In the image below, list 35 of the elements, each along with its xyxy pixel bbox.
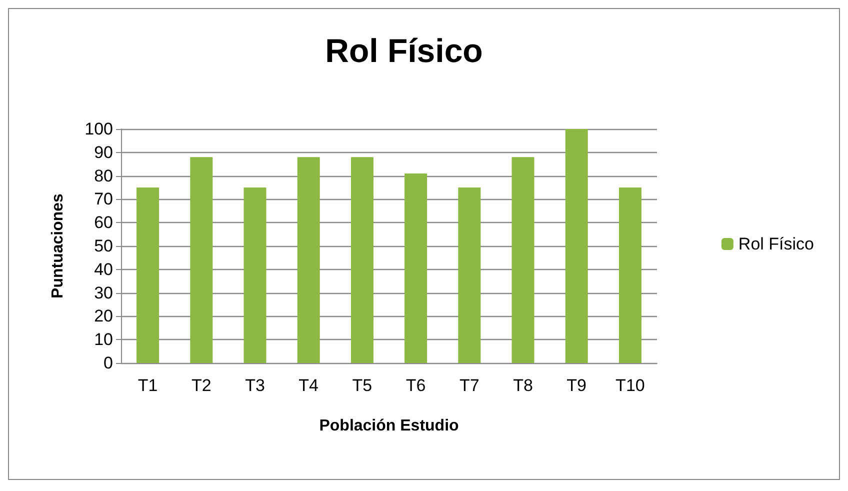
x-tick-label: T2	[191, 376, 212, 395]
bar	[350, 157, 374, 363]
x-tick-label: T7	[459, 376, 480, 395]
x-tick-label: T4	[298, 376, 319, 395]
x-tick-label: T3	[245, 376, 265, 395]
bar	[512, 157, 534, 363]
y-tick-label: 100	[84, 120, 113, 138]
bar	[190, 157, 213, 363]
chart-title: Rol Físico	[325, 32, 483, 69]
y-tick-label: 0	[104, 354, 113, 372]
y-tick-label: 90	[94, 142, 113, 162]
x-tick-label: T9	[566, 376, 587, 395]
bar	[136, 188, 160, 363]
x-tick-label: T1	[138, 376, 158, 395]
y-tick-label: 30	[94, 283, 113, 302]
y-axis-title: Puntuaciones	[50, 193, 66, 298]
x-tick-label: T5	[352, 376, 372, 395]
x-tick-label: T6	[406, 376, 426, 395]
y-tick-label: 10	[94, 330, 113, 350]
y-tick-label: 70	[94, 190, 113, 209]
bar	[458, 188, 481, 363]
y-tick-label: 60	[94, 213, 113, 232]
x-tick-label: T8	[513, 376, 533, 395]
y-tick-label: 50	[94, 236, 113, 256]
bar	[565, 129, 588, 363]
bar	[404, 173, 428, 363]
x-tick-label: T10	[616, 376, 645, 395]
bar	[618, 188, 642, 363]
bar	[244, 188, 266, 363]
bar	[297, 157, 320, 363]
legend-label: Rol Físico	[738, 234, 814, 254]
y-tick-label: 20	[94, 306, 113, 326]
y-tick-label: 40	[94, 260, 113, 279]
y-tick-label: 80	[94, 166, 113, 186]
x-axis-title: Población Estudio	[319, 418, 460, 434]
